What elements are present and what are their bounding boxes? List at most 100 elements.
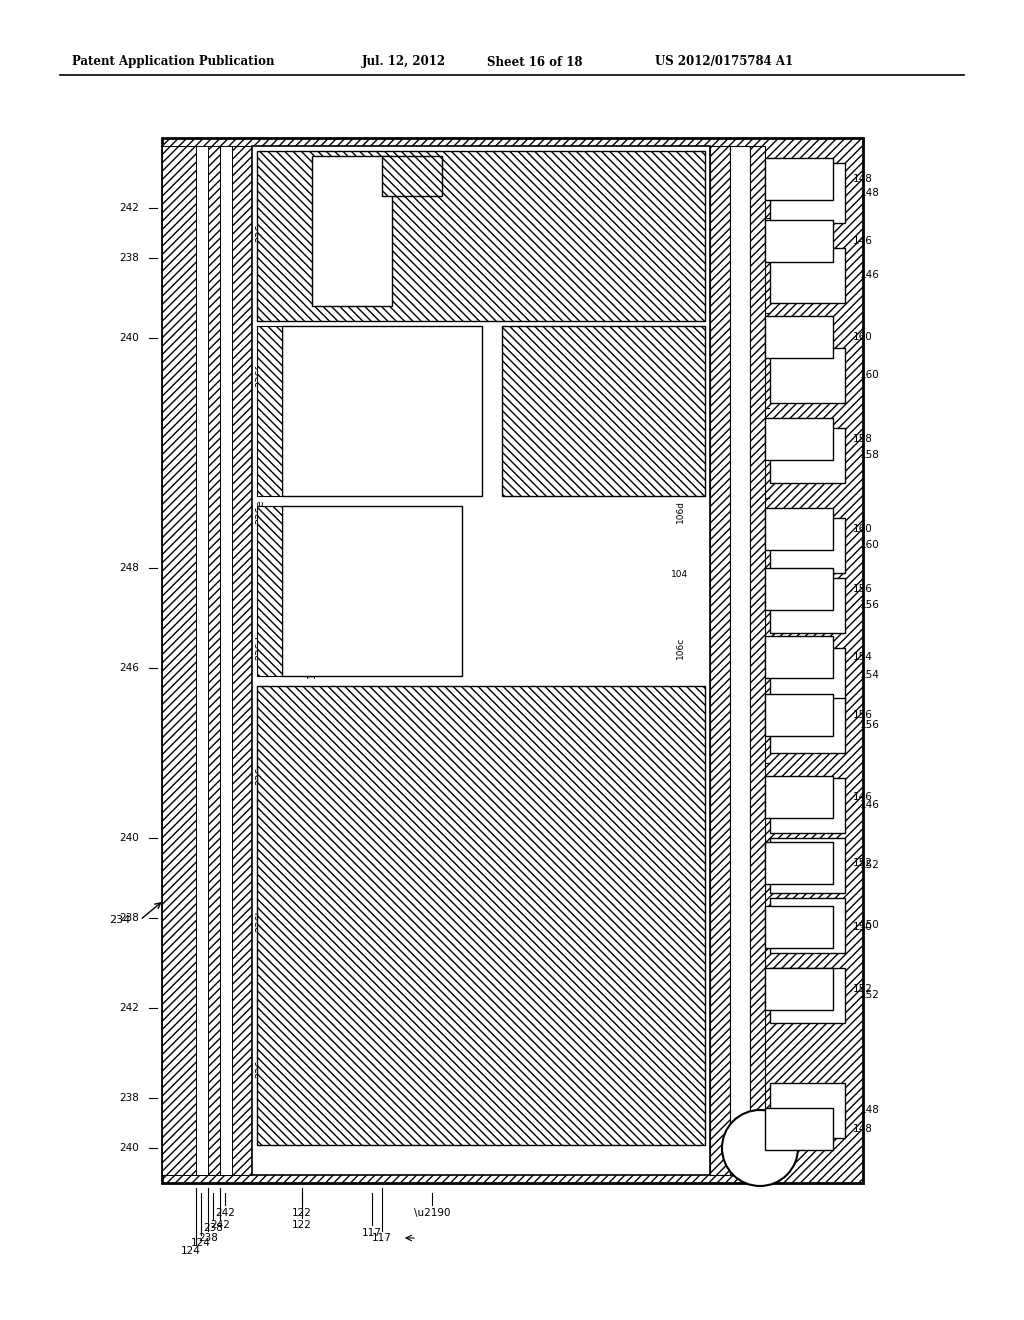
- Text: 124: 124: [308, 350, 327, 360]
- Text: 116: 116: [446, 904, 456, 925]
- Bar: [770, 428, 845, 483]
- Text: 146: 146: [853, 236, 872, 246]
- Bar: [765, 968, 833, 1010]
- Bar: [770, 698, 845, 752]
- Text: 236g: 236g: [340, 186, 365, 195]
- Bar: [252, 147, 710, 1175]
- Text: 118: 118: [308, 267, 327, 276]
- Text: 110: 110: [328, 1008, 346, 1018]
- Bar: [765, 315, 833, 358]
- Circle shape: [722, 1110, 798, 1185]
- Bar: [770, 248, 845, 304]
- Text: US 2012/0175784 A1: US 2012/0175784 A1: [655, 55, 794, 69]
- Text: 242: 242: [119, 203, 139, 213]
- Text: 148: 148: [860, 187, 880, 198]
- Text: FIG. 11: FIG. 11: [756, 1123, 805, 1137]
- Text: 114: 114: [328, 873, 346, 883]
- Text: 154: 154: [853, 652, 872, 663]
- Text: 160: 160: [853, 524, 872, 535]
- Text: 240: 240: [119, 1143, 139, 1152]
- Text: 144: 144: [672, 717, 688, 725]
- Bar: [382, 156, 442, 195]
- Text: 122: 122: [332, 536, 352, 546]
- Text: 238: 238: [203, 1224, 223, 1233]
- Text: 116: 116: [312, 199, 322, 218]
- Text: 106d: 106d: [676, 500, 684, 523]
- Bar: [765, 636, 833, 678]
- Text: 106a: 106a: [676, 1085, 684, 1109]
- Text: 156: 156: [853, 710, 872, 719]
- Bar: [232, 147, 252, 1175]
- Text: 236f: 236f: [255, 364, 265, 387]
- Text: 122: 122: [307, 890, 317, 908]
- Text: 150: 150: [853, 921, 872, 932]
- Bar: [765, 842, 833, 884]
- Text: 240: 240: [119, 333, 139, 343]
- Text: 106f: 106f: [676, 168, 684, 187]
- Bar: [196, 147, 208, 1175]
- Text: 112: 112: [307, 764, 317, 783]
- Text: 122: 122: [342, 351, 361, 360]
- Bar: [770, 838, 845, 894]
- Bar: [710, 147, 730, 1175]
- Text: 236c: 236c: [255, 762, 265, 785]
- Text: 116: 116: [436, 220, 446, 242]
- Text: 104: 104: [672, 570, 688, 579]
- Text: Sheet 16 of 18: Sheet 16 of 18: [487, 55, 583, 69]
- Bar: [257, 686, 705, 1144]
- Bar: [770, 578, 845, 634]
- Text: 240: 240: [119, 833, 139, 843]
- Text: Patent Application Publication: Patent Application Publication: [72, 55, 274, 69]
- Bar: [257, 506, 282, 676]
- Bar: [765, 508, 833, 550]
- Text: 108c: 108c: [390, 186, 414, 195]
- Text: 156: 156: [853, 583, 872, 594]
- Bar: [770, 648, 845, 704]
- Text: 120: 120: [357, 308, 376, 318]
- Text: 160: 160: [860, 540, 880, 550]
- Bar: [257, 326, 282, 496]
- Text: 106e: 106e: [676, 364, 684, 387]
- Text: 152: 152: [853, 983, 872, 994]
- Text: 146: 146: [860, 271, 880, 280]
- Bar: [208, 147, 220, 1175]
- Text: 160: 160: [853, 333, 872, 342]
- Text: 122: 122: [307, 433, 327, 444]
- Bar: [162, 139, 863, 1183]
- Text: 236b: 236b: [255, 907, 265, 932]
- Bar: [502, 326, 705, 496]
- Text: 236e: 236e: [255, 499, 265, 524]
- Text: 242: 242: [210, 1220, 230, 1230]
- Text: 238: 238: [119, 913, 139, 923]
- Text: 238: 238: [198, 1233, 218, 1243]
- Bar: [257, 150, 705, 321]
- Text: 152: 152: [860, 990, 880, 1001]
- Text: 114: 114: [372, 376, 392, 385]
- Text: 248: 248: [119, 564, 139, 573]
- Text: 108c: 108c: [721, 156, 729, 178]
- Bar: [770, 162, 845, 223]
- Bar: [765, 776, 833, 818]
- Text: 148: 148: [853, 1125, 872, 1134]
- Text: 122: 122: [292, 1220, 312, 1230]
- Text: 120: 120: [387, 586, 407, 597]
- Text: 144: 144: [672, 424, 688, 433]
- Text: 236a: 236a: [255, 1053, 265, 1078]
- Text: 156: 156: [860, 601, 880, 610]
- Text: 114: 114: [333, 413, 351, 422]
- Text: 242: 242: [119, 1003, 139, 1012]
- Text: 246: 246: [119, 663, 139, 673]
- Bar: [282, 326, 482, 496]
- Text: 117: 117: [372, 1233, 392, 1243]
- Text: 152: 152: [853, 858, 872, 869]
- Bar: [220, 147, 232, 1175]
- Text: 108a: 108a: [676, 793, 684, 816]
- Text: 150: 150: [860, 920, 880, 931]
- Bar: [765, 1107, 833, 1150]
- Text: 114: 114: [307, 659, 317, 677]
- Text: 158: 158: [853, 434, 872, 444]
- Text: 242: 242: [215, 1208, 234, 1218]
- Text: 122: 122: [292, 1208, 312, 1218]
- Text: 106b: 106b: [676, 898, 684, 920]
- Bar: [770, 1082, 845, 1138]
